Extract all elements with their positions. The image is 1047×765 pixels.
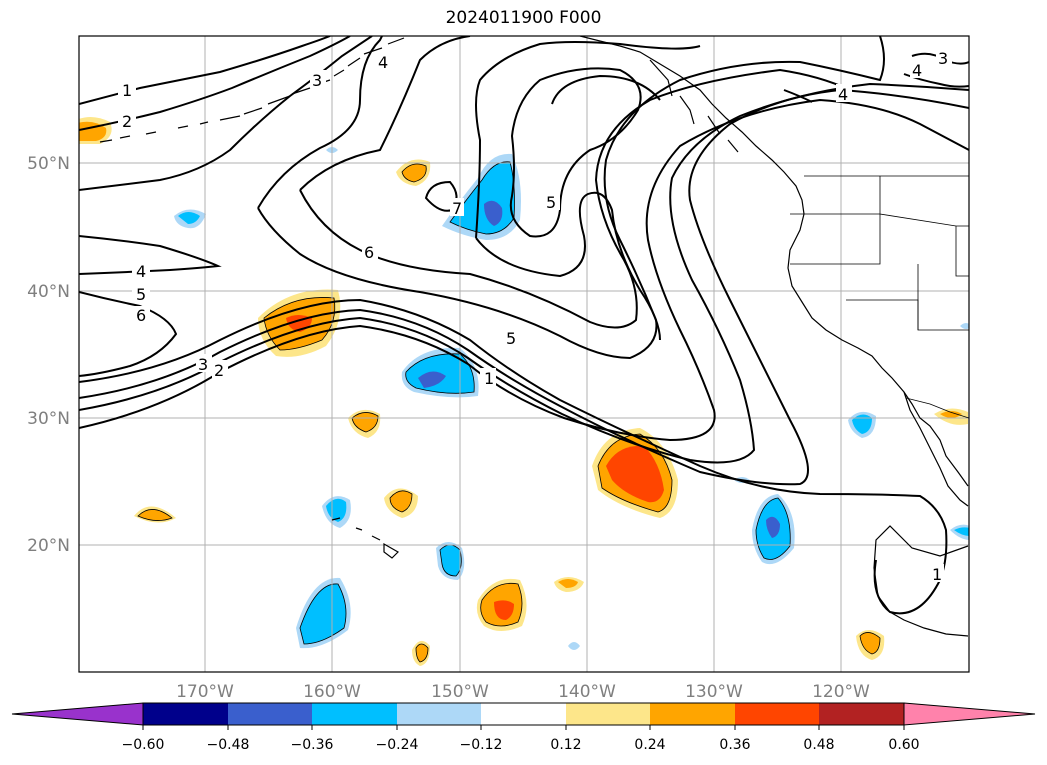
colorbar-segment [312,703,397,725]
contour-label-2: 2 [214,361,224,380]
colorbar: −0.60 −0.48 −0.36 −0.24 −0.12 0.12 0.24 … [11,702,1036,753]
contour-label-1: 1 [122,81,132,100]
map-panel: 1 2 3 4 5 6 6 5 1 3 2 [78,35,970,673]
colorbar-tick-label: 0.12 [550,737,581,753]
colorbar-tick-label: −0.48 [207,737,250,753]
lat-tick-label: 40°N [27,282,70,302]
contour-label-4: 4 [378,53,388,72]
anomaly-blob [300,583,346,644]
contour-label-3: 3 [312,71,322,90]
anomaly-blob [568,642,580,650]
contour-label-3: 3 [938,49,948,68]
anomaly-blob [558,579,578,588]
colorbar-segment [566,703,650,725]
contour-label-4: 4 [136,262,146,281]
anomaly-blob [954,527,969,536]
colorbar-segment [481,703,566,725]
colorbar-tick-label: 0.60 [888,737,919,753]
map-title: 2024011900 F000 [445,8,602,28]
colorbar-segment [650,703,735,725]
anomaly-blob [418,371,446,388]
anomaly-shading [79,117,969,666]
alaska-islands [649,59,739,153]
contour-label-6: 6 [136,306,146,325]
hawaii-islands [331,517,399,559]
us-west-coast [787,213,969,487]
lat-tick-labels: 20°N 30°N 40°N 50°N [27,154,70,556]
gridlines [79,36,969,672]
anomaly-blob [484,200,503,226]
coastlines [99,36,969,637]
colorbar-tick-label: −0.36 [291,737,334,753]
anomaly-blob [852,414,872,434]
map-frame [78,35,970,673]
anomaly-blob [402,164,427,182]
colorbar-segment [735,703,819,725]
contour-label-7: 7 [452,199,462,218]
lon-tick-label: 160°W [303,682,361,702]
lon-tick-label: 140°W [558,682,616,702]
lon-tick-labels: 170°W 160°W 150°W 140°W 130°W 120°W [176,682,870,702]
colorbar-tick-label: −0.12 [460,737,503,753]
lat-tick-label: 20°N [27,536,70,556]
anomaly-blob [390,490,412,512]
colorbar-tick-label: 0.24 [634,737,665,753]
alaska-bc-coast [579,36,805,215]
colorbar-extend-low [11,702,144,726]
lat-tick-label: 30°N [27,409,70,429]
lon-tick-label: 170°W [176,682,234,702]
contour-label-4: 4 [912,61,922,80]
contour-label-3: 3 [198,355,208,374]
anomaly-blob [960,323,969,329]
contour-label-4: 4 [838,85,848,104]
lon-tick-label: 150°W [431,682,489,702]
colorbar-segment [143,703,228,725]
lon-tick-label: 130°W [685,682,743,702]
colorbar-segment [819,703,904,725]
contour-label-2: 2 [122,112,132,131]
anomaly-blob [440,545,462,576]
colorbar-tick-label: −0.60 [122,737,165,753]
anomaly-blob [606,445,664,503]
lon-tick-label: 120°W [812,682,870,702]
anomaly-blob [494,600,514,620]
anomaly-blob [766,516,780,538]
contour-label-5: 5 [506,329,516,348]
anomaly-blob [352,412,378,432]
borders [790,175,969,419]
contour-label-5: 5 [136,285,146,304]
colorbar-tick-label: 0.48 [803,737,834,753]
colorbar-extend-high [903,702,1036,726]
anomaly-blob [940,411,962,418]
contour-lines [79,36,969,615]
colorbar-tick-label: 0.36 [719,737,750,753]
baja-california [903,391,969,507]
contour-labels: 1 2 3 4 5 6 6 5 1 3 2 [118,48,952,584]
anomaly-blob [178,212,200,224]
lat-tick-label: 50°N [27,154,70,174]
contour-label-5: 5 [546,193,556,212]
anomaly-blob [326,498,347,522]
contour-label-1: 1 [932,565,942,584]
colorbar-segment [228,703,312,725]
colorbar-segment [397,703,481,725]
colorbar-tick-label: −0.24 [376,737,419,753]
mexico-coast [873,525,969,637]
contour-label-1: 1 [484,369,494,388]
anomaly-blob [416,644,428,662]
contour-label-6: 6 [364,243,374,262]
anomaly-blob [138,509,172,521]
